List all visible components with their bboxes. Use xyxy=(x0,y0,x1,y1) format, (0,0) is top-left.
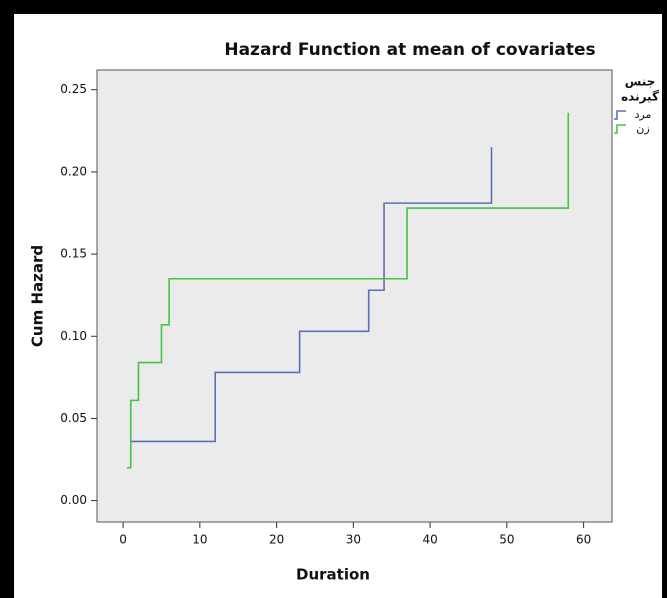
x-tick-label: 0 xyxy=(119,533,127,547)
legend-title: جنس xyxy=(625,75,656,89)
legend-label: زن xyxy=(636,122,649,135)
legend-swatch xyxy=(614,110,626,120)
x-tick-label: 20 xyxy=(269,533,284,547)
x-axis-label: Duration xyxy=(296,566,370,584)
plot-area xyxy=(96,69,613,523)
legend-title: گیرنده xyxy=(621,90,659,104)
x-tick-label: 60 xyxy=(576,533,591,547)
step-line xyxy=(126,112,570,469)
x-tick-label: 50 xyxy=(499,533,514,547)
y-tick-label: 0.15 xyxy=(60,247,87,261)
x-tick-label: 40 xyxy=(422,533,437,547)
step-line xyxy=(130,147,493,443)
y-tick-label: 0.10 xyxy=(60,329,87,343)
y-tick-label: 0.00 xyxy=(60,493,87,507)
y-axis-label: Cum Hazard xyxy=(29,245,47,347)
legend-label: مرد xyxy=(635,108,652,121)
y-tick-label: 0.20 xyxy=(60,164,87,178)
y-tick-label: 0.05 xyxy=(60,411,87,425)
y-tick-label: 0.25 xyxy=(60,82,87,96)
x-tick-label: 10 xyxy=(192,533,207,547)
chart-title: Hazard Function at mean of covariates xyxy=(224,40,595,60)
x-tick-label: 30 xyxy=(346,533,361,547)
legend-swatch xyxy=(614,124,626,134)
